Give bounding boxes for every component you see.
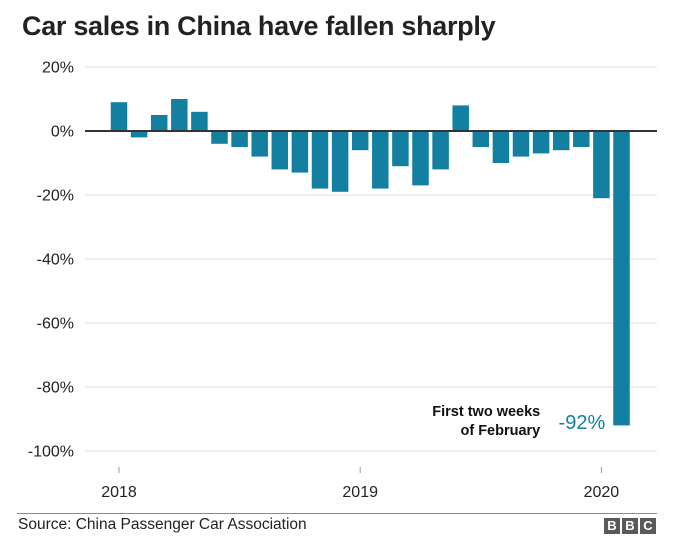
y-tick-label: -20%	[37, 188, 74, 205]
bar	[351, 131, 369, 151]
y-tick-label: 20%	[42, 60, 74, 77]
bar	[271, 131, 289, 170]
bar	[372, 131, 389, 189]
x-tick-label: 2018	[101, 484, 137, 501]
bar	[171, 99, 188, 131]
bar	[231, 131, 248, 147]
x-tick-label: 2020	[584, 484, 620, 501]
annotation-value-label: -92%	[559, 412, 606, 434]
grid-lines	[85, 66, 657, 452]
source-note: Source: China Passenger Car Association	[18, 516, 307, 533]
bar	[331, 131, 349, 192]
y-tick-label: -60%	[37, 316, 74, 333]
bar	[593, 131, 610, 199]
chart-title: Car sales in China have fallen sharply	[22, 11, 496, 41]
bar	[532, 131, 550, 154]
bbc-logo: B B C	[604, 518, 656, 534]
bar	[311, 131, 329, 189]
bar	[130, 131, 148, 138]
bar	[191, 111, 208, 131]
logo-letter: B	[604, 518, 620, 534]
y-tick-label: -100%	[28, 444, 74, 461]
bar	[472, 131, 490, 147]
bar	[552, 131, 570, 151]
bar	[211, 131, 228, 144]
logo-letter: B	[622, 518, 638, 534]
x-axis: 2018 2019 2020	[101, 467, 619, 501]
bar	[613, 131, 630, 426]
bar	[412, 131, 429, 186]
bar	[492, 131, 510, 163]
bars	[110, 99, 630, 426]
annotation: First two weeks of February -92%	[432, 404, 605, 439]
bar	[392, 131, 409, 167]
y-axis-labels: 20% 0% -20% -40% -60% -80% -100%	[28, 60, 74, 461]
annotation-text-line: of February	[460, 423, 540, 439]
footer-divider	[17, 513, 657, 514]
bar	[512, 131, 530, 157]
bar	[110, 102, 128, 131]
bar	[291, 131, 309, 173]
bar	[573, 131, 590, 147]
y-tick-label: -80%	[37, 380, 74, 397]
bar	[251, 131, 268, 157]
bar	[452, 105, 469, 131]
bar	[150, 115, 168, 131]
y-tick-label: -40%	[37, 252, 74, 269]
bar	[432, 131, 449, 170]
annotation-text-line: First two weeks	[432, 404, 540, 420]
y-tick-label: 0%	[51, 124, 74, 141]
logo-letter: C	[640, 518, 656, 534]
x-tick-label: 2019	[342, 484, 378, 501]
